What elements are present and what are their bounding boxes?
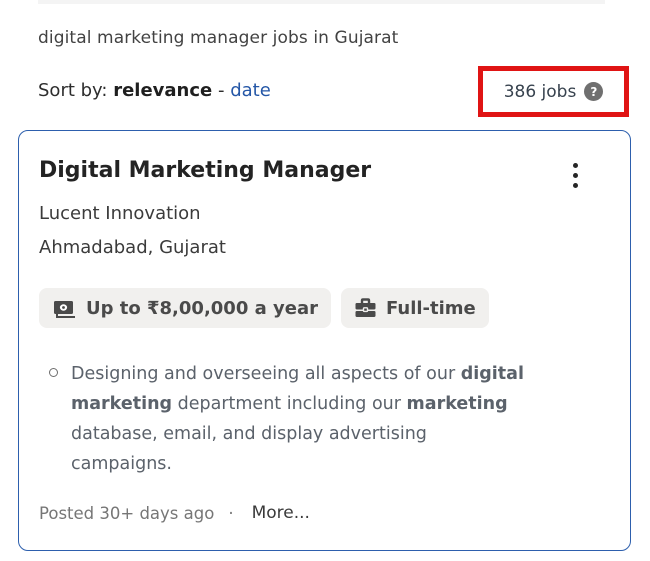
- sort-bar: Sort by: relevance - date: [38, 80, 271, 101]
- sort-separator: -: [217, 80, 225, 101]
- jobs-count-annotation-box: 386 jobs ?: [478, 66, 629, 117]
- job-description-lines: Designing and overseeing all aspects of …: [71, 364, 524, 474]
- job-card-header: Digital Marketing Manager: [39, 157, 610, 192]
- job-attribute-badges: Up to ₹8,00,000 a year Full-time: [39, 288, 610, 328]
- job-type-badge: Full-time: [341, 288, 489, 328]
- search-summary: digital marketing manager jobs in Gujara…: [38, 28, 399, 48]
- job-title[interactable]: Digital Marketing Manager: [39, 158, 372, 183]
- kebab-menu-icon[interactable]: [565, 159, 586, 192]
- sort-date-link[interactable]: date: [230, 80, 271, 101]
- posted-date: Posted 30+ days ago: [39, 503, 215, 523]
- jobs-count: 386 jobs: [503, 81, 577, 102]
- briefcase-icon: [355, 298, 376, 317]
- job-card[interactable]: Digital Marketing Manager Lucent Innovat…: [18, 130, 631, 551]
- job-type-label: Full-time: [386, 297, 476, 319]
- job-card-footer: Posted 30+ days ago · More...: [39, 503, 610, 523]
- sort-relevance-option[interactable]: relevance: [113, 80, 213, 101]
- company-name: Lucent Innovation: [39, 203, 201, 224]
- dot-separator: ·: [228, 503, 234, 523]
- salary-icon: [54, 300, 75, 318]
- job-location: Ahmadabad, Gujarat: [39, 237, 226, 258]
- help-icon[interactable]: ?: [584, 82, 604, 101]
- job-description: Designing and overseeing all aspects of …: [39, 359, 610, 479]
- sort-by-label: Sort by:: [38, 80, 108, 101]
- top-divider: [38, 0, 605, 4]
- salary-label: Up to ₹8,00,000 a year: [86, 297, 318, 319]
- more-link[interactable]: More...: [251, 503, 310, 523]
- salary-badge: Up to ₹8,00,000 a year: [39, 288, 331, 328]
- bullet-circle-icon: [49, 368, 58, 377]
